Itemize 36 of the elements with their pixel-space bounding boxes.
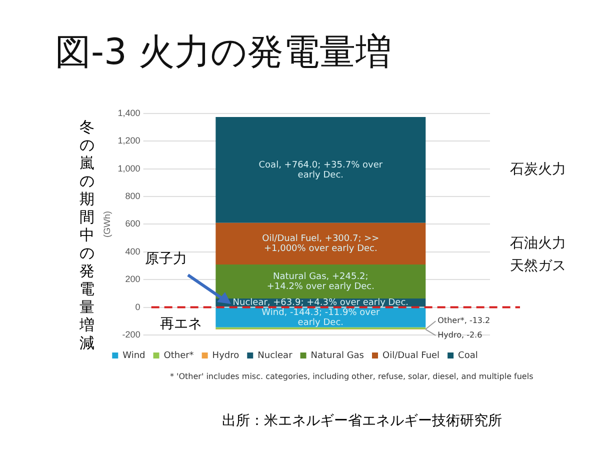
bar [216, 117, 426, 223]
legend-label: Nuclear [258, 350, 293, 361]
legend-label: Other* [164, 350, 194, 361]
text: Hydro, -2.6 [438, 330, 482, 340]
y-axis-title: (GWh) [102, 210, 112, 238]
legend-label: Oil/Dual Fuel [382, 350, 440, 361]
legend-label: Wind [122, 350, 146, 361]
annotation: Coal, +764.0; +35.7% over early Dec. [258, 160, 383, 180]
text: 天然ガス [510, 258, 566, 274]
y-tick-label: 0 [135, 302, 140, 312]
legend-label: Coal [458, 350, 478, 361]
text: 再エネ [160, 315, 202, 333]
chart-title: 図-3 火力の発電量増 [55, 31, 392, 75]
y-tick-label: 200 [125, 274, 140, 284]
bar [216, 264, 426, 298]
text: * 'Other' includes misc. categories, including other, refuse, solar, diesel, and multiple fuels [170, 372, 534, 381]
y-tick-label: 1,200 [118, 136, 140, 146]
y-tick-label: 600 [125, 218, 140, 229]
y-tick-label: -200 [122, 329, 140, 340]
text: 原子力 [145, 250, 187, 268]
text: 冬の嵐の期間中の発電量増減 [80, 118, 94, 352]
y-tick-label: 800 [125, 190, 140, 201]
text: 石炭火力 [510, 162, 566, 178]
annotation: Wind, -144.3; -11.9% over early Dec. [262, 308, 380, 328]
annotation: Oil/Dual Fuel, +300.7; >> +1,000% over early Dec. [262, 234, 380, 254]
text: 出所：米エネルギー省エネルギー技術研究所 [222, 412, 502, 430]
bar [216, 222, 426, 264]
text: Other*, -13.2 [438, 316, 490, 326]
annotation: Natural Gas, +245.2; +14.2% over early Dec. [266, 272, 374, 292]
legend-label: Natural Gas [310, 350, 364, 361]
y-tick-label: 1,000 [118, 163, 140, 174]
y-tick-label: 1,400 [118, 108, 140, 118]
text: 石油火力 [510, 235, 566, 252]
y-tick-label: 400 [125, 246, 140, 256]
annotation: Nuclear, +63.9; +4.3% over early Dec. [232, 298, 409, 308]
legend-label: Hydro [212, 350, 240, 361]
